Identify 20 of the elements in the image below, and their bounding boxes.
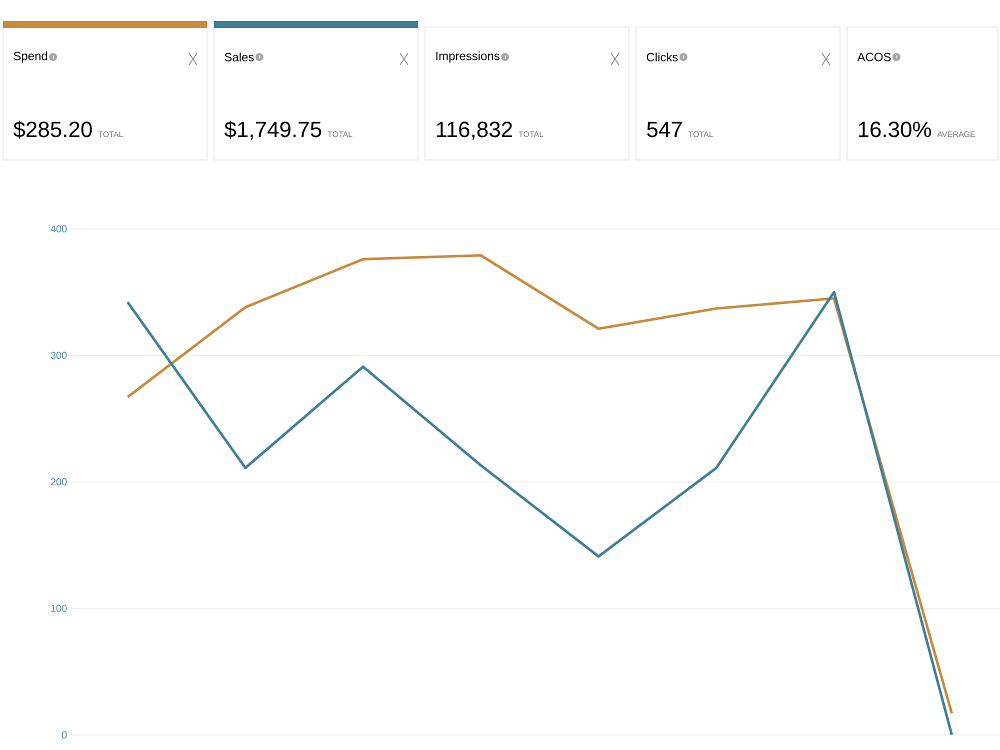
text: 547: [647, 122, 682, 138]
text: AVERAGE: [937, 131, 975, 138]
y-tick-label: 0: [62, 731, 67, 738]
y-tick-label: 300: [50, 352, 67, 359]
text: TOTAL: [688, 131, 714, 138]
text: Clicks: [646, 52, 678, 62]
y-tick-label: 400: [50, 225, 67, 232]
y-tick-label: 200: [50, 478, 67, 486]
text: 116,832: [436, 122, 512, 140]
y-tick-label: 100: [51, 604, 67, 612]
text: TOTAL: [328, 131, 352, 138]
text: Spend: [14, 51, 48, 63]
text: $1,749.75: [224, 120, 322, 140]
text: TOTAL: [518, 131, 544, 138]
text: Sales: [224, 52, 254, 62]
text: $285.20: [13, 120, 92, 139]
text: Impressions: [436, 51, 500, 63]
text: ACOS: [857, 52, 891, 62]
text: TOTAL: [98, 131, 123, 138]
text: 16.30%: [858, 122, 932, 138]
